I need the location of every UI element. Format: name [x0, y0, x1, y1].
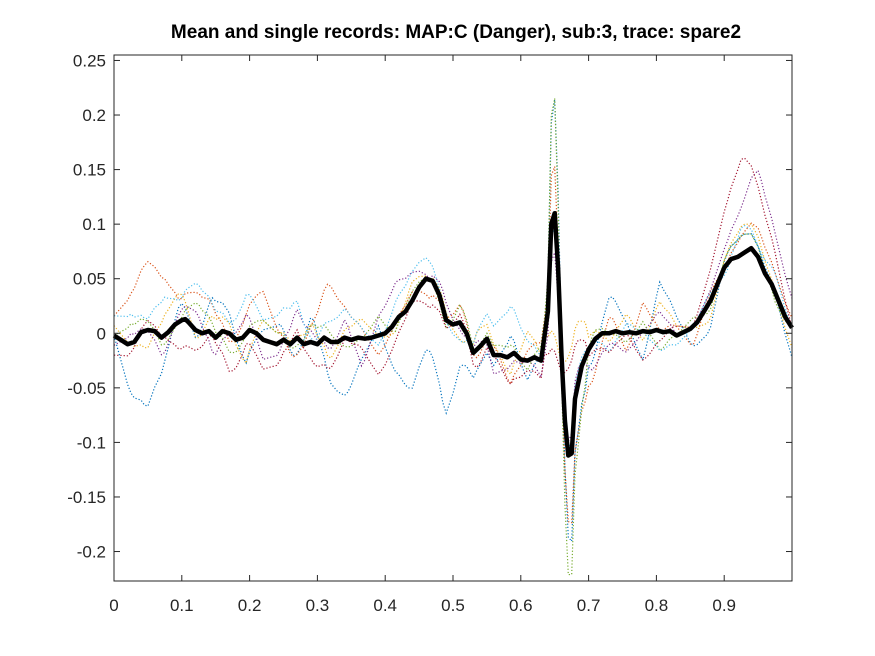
x-tick-label: 0.9	[712, 596, 736, 615]
y-tick-label: 0.2	[82, 106, 106, 125]
x-axis-ticks: 0 0.1 0.2 0.3 0.4 0.5 0.6 0.7 0.8 0.9	[109, 55, 736, 615]
mean-line	[112, 210, 794, 458]
y-tick-label: 0.05	[73, 270, 106, 289]
y-tick-label: 0.15	[73, 161, 106, 180]
single-record-line	[113, 223, 793, 376]
y-tick-label: -0.05	[67, 379, 106, 398]
y-axis-ticks: 0.25 0.2 0.15 0.1 0.05 0 -0.05 -0.1 -0.15 -0.2	[67, 51, 792, 562]
x-tick-label: 0.4	[373, 596, 397, 615]
x-tick-label: 0.1	[170, 596, 194, 615]
mean-series	[112, 210, 794, 458]
x-tick-label: 0.2	[238, 596, 262, 615]
plot-background	[114, 55, 792, 581]
y-tick-label: -0.15	[67, 488, 106, 507]
x-tick-label: 0.6	[509, 596, 533, 615]
y-tick-label: 0.1	[82, 215, 106, 234]
y-tick-label: 0.25	[73, 51, 106, 70]
x-tick-label: 0.5	[441, 596, 465, 615]
y-tick-label: -0.1	[77, 433, 106, 452]
y-tick-label: 0	[97, 324, 106, 343]
single-record-line	[113, 169, 793, 444]
chart-title: Mean and single records: MAP:C (Danger),…	[171, 22, 741, 43]
single-record-line	[113, 98, 793, 576]
x-tick-label: 0.8	[645, 596, 669, 615]
single-record-line	[113, 166, 793, 524]
single-record-line	[113, 99, 793, 543]
x-tick-label: 0.7	[577, 596, 601, 615]
x-tick-label: 0	[109, 596, 118, 615]
x-tick-label: 0.3	[306, 596, 330, 615]
y-tick-label: -0.2	[77, 543, 106, 562]
